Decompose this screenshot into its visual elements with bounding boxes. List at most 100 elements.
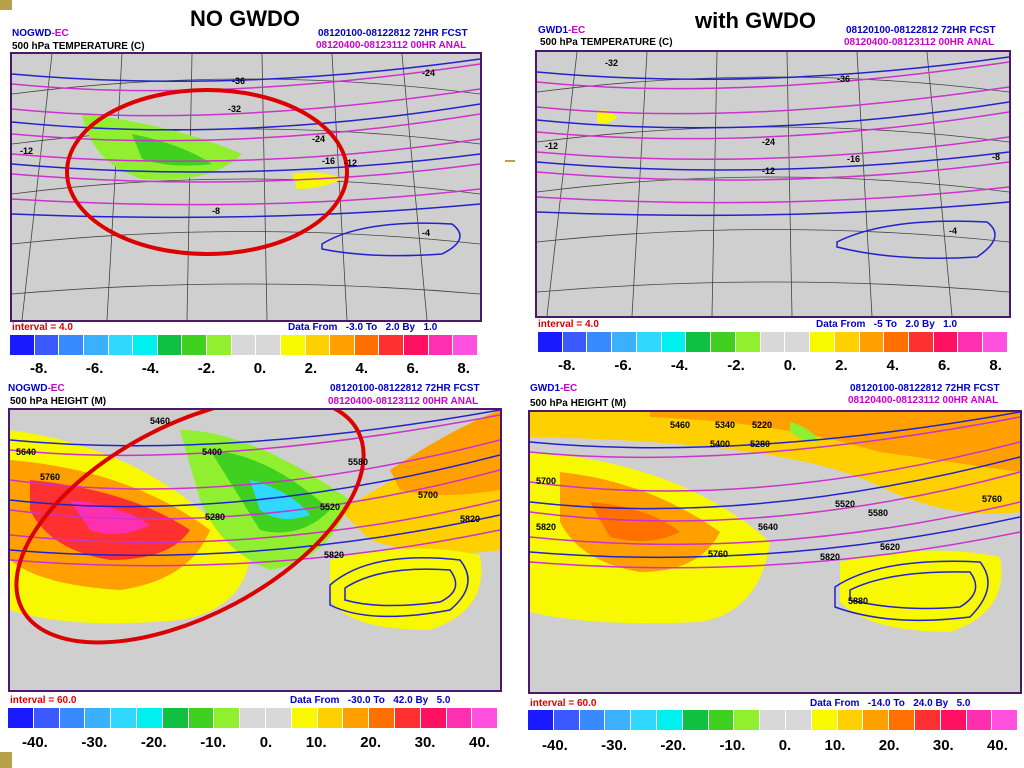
color-swatch	[157, 335, 183, 355]
contour-label: 5340	[715, 420, 735, 430]
color-swatch	[958, 332, 984, 352]
color-scale	[10, 335, 478, 355]
contour-label: 5460	[150, 416, 170, 426]
data-range: Data From -5 To 2.0 By 1.0	[816, 319, 958, 330]
color-swatch	[240, 708, 266, 728]
color-swatch	[631, 710, 657, 730]
contour-label: -12	[20, 146, 33, 156]
contour-label: 5760	[40, 472, 60, 482]
model-label: NOGWD-EC	[8, 383, 65, 394]
color-swatch	[453, 335, 478, 355]
data-range: Data From -30.0 To 42.0 By 5.0	[290, 695, 451, 706]
forecast-range: 08120100-08122812 72HR FCST	[846, 25, 996, 36]
color-swatch	[656, 710, 683, 730]
color-swatch	[579, 710, 606, 730]
contour-label: 5760	[708, 549, 728, 559]
color-swatch	[863, 710, 890, 730]
field-name: 500 hPa HEIGHT (M)	[10, 396, 107, 407]
interval-label: interval = 4.0	[538, 319, 599, 330]
color-swatch	[8, 708, 34, 728]
color-swatch	[207, 335, 232, 355]
color-swatch	[472, 708, 499, 728]
corner-mark-top	[0, 0, 12, 10]
color-swatch	[162, 708, 189, 728]
divider-dash	[505, 160, 515, 162]
color-swatch	[214, 708, 241, 728]
contour-label: 5580	[868, 508, 888, 518]
color-swatch	[636, 332, 662, 352]
contour-label: 5400	[710, 439, 730, 449]
map-temperature-nogwd: -36 -32 -24 -12 -16 -12 -8 -4 -24	[10, 52, 482, 322]
contour-label: 5700	[536, 476, 556, 486]
forecast-range: 08120100-08122812 72HR FCST	[318, 28, 468, 39]
field-name: 500 hPa TEMPERATURE (C)	[12, 41, 145, 52]
contour-label: -12	[344, 158, 357, 168]
contour-label: 5400	[202, 447, 222, 457]
contour-label: -12	[545, 141, 558, 151]
contour-label: -32	[228, 104, 241, 114]
contour-label: 5760	[982, 494, 1002, 504]
color-swatch	[760, 710, 786, 730]
contour-label: 5700	[418, 490, 438, 500]
color-swatch	[59, 335, 84, 355]
color-swatch	[785, 710, 812, 730]
color-swatch	[909, 332, 934, 352]
map-temperature-gwd: -32 -36 -24 -12 -16 -8 -12 -4	[535, 50, 1011, 318]
forecast-range: 08120100-08122812 72HR FCST	[330, 383, 480, 394]
model-label: GWD1-EC	[538, 25, 586, 36]
color-swatch	[108, 335, 134, 355]
title-no-gwdo: NO GWDO	[190, 6, 300, 31]
contour-label: 5280	[205, 512, 225, 522]
contour-label: 5580	[348, 457, 368, 467]
color-swatch	[682, 710, 709, 730]
color-swatch	[811, 710, 838, 730]
model-label: GWD1-EC	[530, 383, 578, 394]
analysis-range: 08120400-08123112 00HR ANAL	[848, 395, 999, 406]
color-swatch	[940, 710, 967, 730]
color-swatch	[231, 335, 257, 355]
color-swatch	[330, 335, 355, 355]
color-swatch	[966, 710, 993, 730]
color-swatch	[256, 335, 281, 355]
color-swatch	[182, 335, 207, 355]
title-with-gwdo: with GWDO	[695, 8, 816, 33]
map-height-gwd: 5460 5340 5220 5400 5280 5700 5820 5520 …	[528, 410, 1022, 694]
contour-label: 5520	[320, 502, 340, 512]
contour-label: 5220	[752, 420, 772, 430]
scale-ticks: -40. -30. -20. -10. 0. 10. 20. 30. 40.	[542, 737, 1008, 754]
contour-label: -24	[762, 137, 775, 147]
color-swatch	[188, 708, 215, 728]
contour-label: -12	[762, 166, 775, 176]
contour-label: 5640	[16, 447, 36, 457]
color-swatch	[587, 332, 613, 352]
color-swatch	[291, 708, 318, 728]
contour-label: -24	[422, 68, 435, 78]
contour-label: 5820	[820, 552, 840, 562]
field-name: 500 hPa TEMPERATURE (C)	[540, 37, 673, 48]
color-swatch	[711, 332, 736, 352]
color-swatch	[837, 710, 864, 730]
color-swatch	[280, 335, 306, 355]
scale-ticks: -8. -6. -4. -2. 0. 2. 4. 6. 8.	[558, 357, 1002, 374]
color-swatch	[354, 335, 380, 355]
color-swatch	[914, 710, 941, 730]
color-swatch	[379, 335, 404, 355]
contour-label: -16	[322, 156, 335, 166]
contour-label: 5520	[835, 499, 855, 509]
color-swatch	[553, 710, 580, 730]
color-swatch	[420, 708, 447, 728]
color-swatch	[686, 332, 712, 352]
color-swatch	[562, 332, 588, 352]
color-swatch	[933, 332, 959, 352]
contour-label: 5460	[670, 420, 690, 430]
contour-label: -4	[422, 228, 430, 238]
color-swatch	[605, 710, 632, 730]
color-swatch	[404, 335, 429, 355]
color-scale	[538, 332, 1008, 352]
contour-label: -36	[837, 74, 850, 84]
color-swatch	[810, 332, 835, 352]
color-swatch	[317, 708, 344, 728]
color-swatch	[834, 332, 860, 352]
color-swatch	[265, 708, 292, 728]
contour-label: 5880	[848, 596, 868, 606]
